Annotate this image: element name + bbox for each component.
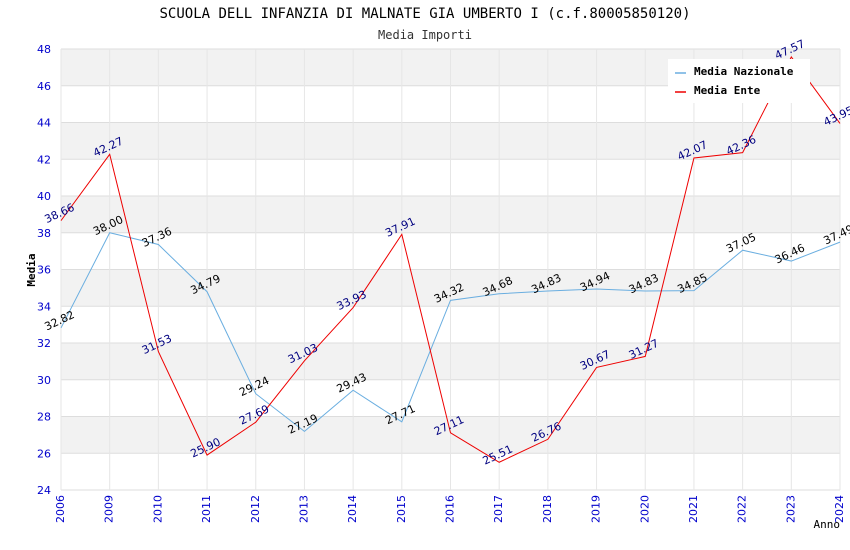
chart-title: SCUOLA DELL INFANZIA DI MALNATE GIA UMBE… bbox=[159, 6, 690, 22]
y-tick-label: 46 bbox=[37, 80, 51, 93]
x-tick-label: 2011 bbox=[200, 495, 213, 523]
y-tick-label: 24 bbox=[37, 484, 51, 497]
x-tick-label: 2022 bbox=[736, 495, 749, 523]
legend-label-nazionale: Media Nazionale bbox=[694, 65, 794, 78]
x-axis-label: Anno bbox=[814, 518, 841, 531]
x-tick-label: 2014 bbox=[346, 495, 359, 523]
y-tick-label: 40 bbox=[37, 190, 51, 203]
x-tick-label: 2009 bbox=[103, 495, 116, 523]
x-tick-label: 2017 bbox=[492, 495, 505, 523]
x-axis: 2006 2009 2010 2011 2012 2013 2014 2015 2016 2017… bbox=[54, 495, 846, 523]
legend-label-ente: Media Ente bbox=[694, 84, 761, 97]
legend: Media Nazionale Media Ente bbox=[668, 59, 810, 103]
y-tick-label: 48 bbox=[37, 43, 51, 56]
y-tick-label: 44 bbox=[37, 117, 51, 130]
grid-bands bbox=[60, 48, 841, 491]
x-tick-label: 2015 bbox=[395, 495, 408, 523]
x-tick-label: 2023 bbox=[784, 495, 797, 523]
x-tick-label: 2012 bbox=[249, 495, 262, 523]
legend-box bbox=[668, 59, 810, 103]
x-tick-label: 2019 bbox=[590, 495, 603, 523]
x-tick-label: 2010 bbox=[151, 495, 164, 523]
series-line-nazionale bbox=[60, 232, 841, 433]
chart-subtitle: Media Importi bbox=[378, 28, 472, 42]
y-tick-label: 34 bbox=[37, 300, 51, 313]
x-tick-label: 2016 bbox=[444, 495, 457, 523]
x-tick-label: 2006 bbox=[54, 495, 67, 523]
y-tick-label: 32 bbox=[37, 337, 51, 350]
y-tick-label: 38 bbox=[37, 227, 51, 240]
x-tick-label: 2013 bbox=[297, 495, 310, 523]
x-tick-label: 2021 bbox=[687, 495, 700, 523]
x-tick-label: 2024 bbox=[833, 495, 846, 523]
x-tick-label: 2018 bbox=[541, 495, 554, 523]
y-axis: 24 26 28 30 32 34 36 38 40 42 44 46 48 bbox=[37, 43, 51, 497]
y-tick-label: 26 bbox=[37, 447, 51, 460]
y-tick-label: 28 bbox=[37, 411, 51, 424]
y-axis-label: Media bbox=[25, 253, 38, 286]
series-lines bbox=[60, 55, 841, 463]
y-tick-label: 42 bbox=[37, 153, 51, 166]
x-tick-label: 2020 bbox=[638, 495, 651, 523]
y-tick-label: 30 bbox=[37, 374, 51, 387]
y-tick-label: 36 bbox=[37, 264, 51, 277]
series-line-ente bbox=[60, 55, 841, 463]
